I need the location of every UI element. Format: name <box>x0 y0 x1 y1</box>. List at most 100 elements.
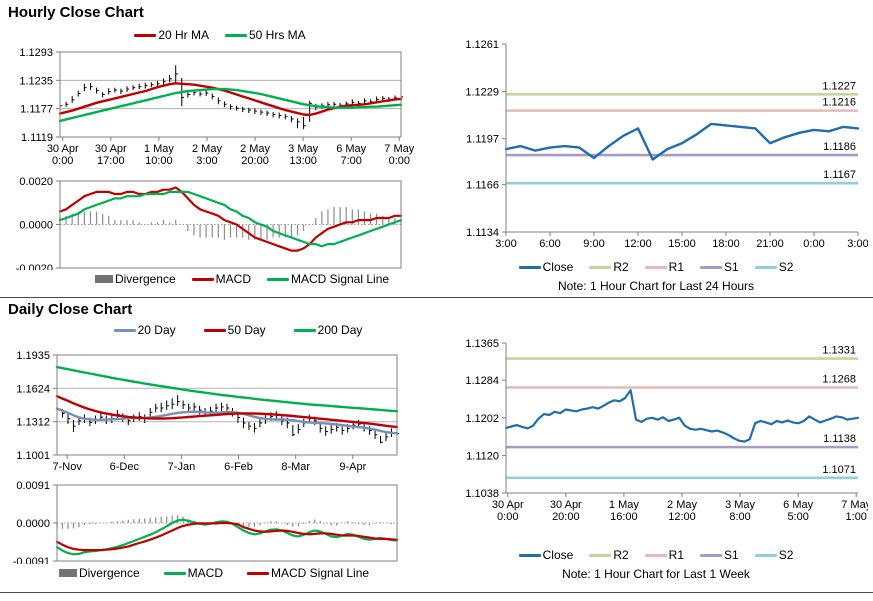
svg-text:17:00: 17:00 <box>97 155 125 166</box>
legend-item-r2: R2 <box>589 260 629 274</box>
legend-item-r1: R1 <box>644 548 684 562</box>
legend-label: 20 Day <box>137 323 176 337</box>
svg-text:6:00: 6:00 <box>539 238 560 250</box>
legend-swatch <box>644 265 667 269</box>
svg-text:1.1119: 1.1119 <box>21 132 53 144</box>
legend-item-macd-signal-line: MACD Signal Line <box>247 566 369 580</box>
svg-text:30 Apr: 30 Apr <box>550 499 582 511</box>
legend-item-s2: S2 <box>754 548 794 562</box>
svg-text:3:00: 3:00 <box>196 155 217 166</box>
daily-macd-legend: Divergence MACD MACD Signal Line <box>8 564 420 582</box>
legend-swatch <box>518 553 541 557</box>
svg-text:6-Dec: 6-Dec <box>110 461 140 473</box>
legend-item-50-day: 50 Day <box>203 323 266 337</box>
legend-swatch <box>644 553 667 557</box>
legend-item-r2: R2 <box>589 548 629 562</box>
legend-item-divergence: Divergence <box>94 272 176 286</box>
legend-swatch <box>225 33 247 37</box>
legend-item-50-hrs-ma: 50 Hrs MA <box>225 28 306 42</box>
weekly-close-plot: 1.1331 1.1268 1.1138 1.1071 1.1038 1.1120 1.12… <box>465 338 868 523</box>
svg-text:7 May: 7 May <box>841 499 868 511</box>
hourly-close-24h-chart: 1.1227 1.1216 1.1186 1.1167 1.1134 1.1166 1.11… <box>444 28 868 293</box>
svg-text:9:00: 9:00 <box>583 238 604 250</box>
svg-text:1.1261: 1.1261 <box>465 39 499 51</box>
svg-text:16:00: 16:00 <box>610 511 638 523</box>
legend-label: S1 <box>724 260 739 274</box>
legend-label: MACD Signal Line <box>271 566 370 580</box>
legend-swatch <box>700 265 722 269</box>
svg-text:-0.0020: -0.0020 <box>16 263 53 270</box>
svg-text:6 May: 6 May <box>336 143 366 155</box>
svg-text:1.1177: 1.1177 <box>20 104 53 116</box>
legend-swatch <box>589 553 612 557</box>
legend-label: S2 <box>778 260 794 274</box>
svg-text:5:00: 5:00 <box>787 511 808 523</box>
legend-label: 20 Hr MA <box>158 28 209 42</box>
svg-text:0:00: 0:00 <box>497 511 518 523</box>
daily-section-title: Daily Close Chart <box>8 301 133 318</box>
svg-text:1.1138: 1.1138 <box>823 433 856 445</box>
svg-text:0:00: 0:00 <box>52 155 73 166</box>
legend-label: S2 <box>778 548 794 562</box>
legend-swatch <box>58 569 77 577</box>
svg-text:1 May: 1 May <box>144 143 174 155</box>
svg-text:10:00: 10:00 <box>145 155 173 166</box>
svg-text:7:00: 7:00 <box>341 155 362 166</box>
svg-text:1.1365: 1.1365 <box>465 338 499 350</box>
svg-text:1.1134: 1.1134 <box>466 227 499 239</box>
legend-label: 50 Hrs MA <box>249 28 306 42</box>
hourly-section-title: Hourly Close Chart <box>8 4 144 21</box>
hourly-close-24h-legend: Close R2 R1 S1 S2 <box>444 258 868 276</box>
svg-text:1.1229: 1.1229 <box>465 86 499 98</box>
legend-label: R2 <box>613 260 629 274</box>
legend-label: R2 <box>613 548 629 562</box>
svg-text:7-Nov: 7-Nov <box>53 461 83 473</box>
legend-label: Divergence <box>114 272 176 286</box>
svg-text:1.1227: 1.1227 <box>822 80 856 92</box>
svg-text:7-Jan: 7-Jan <box>168 461 196 473</box>
svg-text:0.0091: 0.0091 <box>16 480 50 492</box>
legend-item-s2: S2 <box>754 260 794 274</box>
svg-text:18:00: 18:00 <box>712 238 740 250</box>
svg-text:15:00: 15:00 <box>668 238 696 250</box>
svg-text:8-Mar: 8-Mar <box>281 461 310 473</box>
svg-text:1.1935: 1.1935 <box>16 350 50 362</box>
svg-text:1.1331: 1.1331 <box>822 345 856 357</box>
svg-text:1.1284: 1.1284 <box>465 375 499 387</box>
legend-swatch <box>293 328 316 332</box>
legend-item-20-hr-ma: 20 Hr MA <box>134 28 209 42</box>
weekly-close-chart: 1.1331 1.1268 1.1138 1.1071 1.1038 1.1120 1.12… <box>444 330 868 581</box>
legend-item-200-day: 200 Day <box>293 323 362 337</box>
svg-text:1.1167: 1.1167 <box>823 169 856 181</box>
svg-text:1.1202: 1.1202 <box>465 413 499 425</box>
hourly-price-chart: 20 Hr MA 50 Hrs MA 1.1119 1.1177 1.1235 1.12… <box>8 26 420 166</box>
legend-label: Divergence <box>78 566 140 580</box>
svg-text:1.1268: 1.1268 <box>822 373 856 385</box>
svg-text:0.0000: 0.0000 <box>16 518 50 530</box>
legend-item-r1: R1 <box>644 260 684 274</box>
svg-text:30 Apr: 30 Apr <box>47 143 79 155</box>
legend-swatch <box>113 328 136 332</box>
svg-text:20:00: 20:00 <box>241 155 269 166</box>
hourly-macd-legend: Divergence MACD MACD Signal Line <box>64 270 420 288</box>
svg-text:0:00: 0:00 <box>803 238 824 250</box>
daily-price-plot: 1.1001 1.1312 1.1624 1.1935 7-Nov 6-Dec 7-Jan 6… <box>16 350 400 473</box>
svg-text:9-Apr: 9-Apr <box>339 461 366 473</box>
svg-text:0.0020: 0.0020 <box>19 176 53 188</box>
legend-label: R1 <box>668 260 684 274</box>
svg-text:20:00: 20:00 <box>552 511 580 523</box>
svg-text:8:00: 8:00 <box>729 511 750 523</box>
section-divider-bottom <box>0 592 873 593</box>
svg-text:2 May: 2 May <box>240 143 270 155</box>
legend-swatch <box>247 571 269 575</box>
legend-swatch <box>203 328 226 332</box>
svg-text:-0.0091: -0.0091 <box>13 556 50 564</box>
svg-text:1.1166: 1.1166 <box>466 180 499 192</box>
legend-item-macd: MACD <box>163 566 223 580</box>
svg-text:30 Apr: 30 Apr <box>95 143 127 155</box>
daily-macd-plot: -0.0091 0.0000 0.0091 <box>13 480 399 564</box>
svg-text:2 May: 2 May <box>667 499 697 511</box>
svg-text:1.1235: 1.1235 <box>19 75 53 87</box>
legend-label: S1 <box>724 548 739 562</box>
